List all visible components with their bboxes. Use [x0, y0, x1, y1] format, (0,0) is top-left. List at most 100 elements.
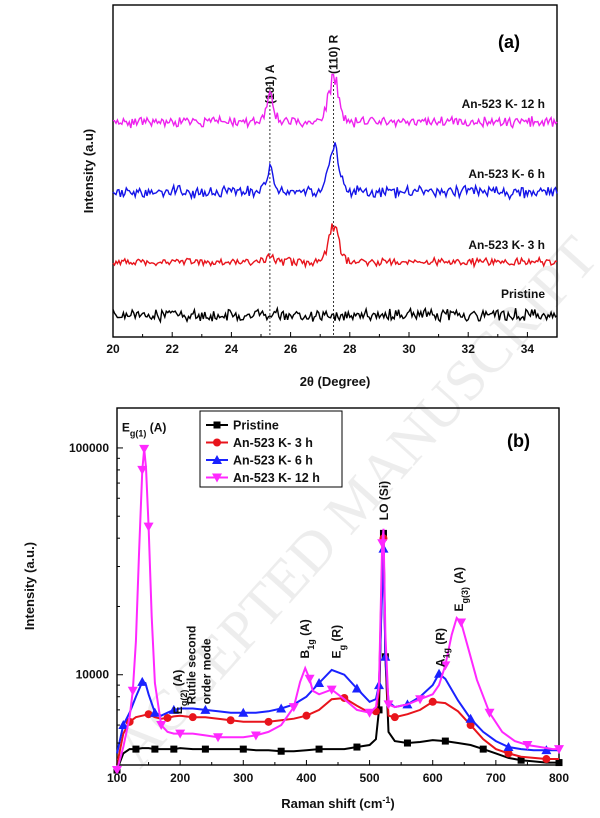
- raman-data-point: [503, 742, 514, 752]
- xrd-reference-label: (101) A: [263, 64, 277, 104]
- raman-data-point: [415, 695, 426, 705]
- raman-peak-label: order mode: [200, 638, 214, 704]
- xrd-series-group: [112, 73, 558, 325]
- raman-legend-label: Pristine: [233, 419, 279, 433]
- raman-data-point: [151, 745, 159, 753]
- raman-x-tick-label: 500: [360, 771, 380, 785]
- raman-x-tick-label: 200: [170, 771, 190, 785]
- xrd-x-tick-label: 24: [225, 342, 239, 356]
- raman-legend: Pristine An-523 K- 3 h An-523 K- 6 h An-523…: [199, 410, 343, 488]
- raman-series-line: [116, 533, 559, 771]
- raman-legend-marker: [212, 473, 222, 483]
- raman-legend-label: An-523 K- 12 h: [233, 471, 320, 485]
- raman-peak-label-tail: (A): [452, 567, 466, 587]
- raman-peak-label-sub: g(3): [460, 587, 470, 604]
- raman-peak-label-base: Rutile second: [185, 626, 199, 705]
- raman-x-tick-label: 300: [233, 771, 253, 785]
- xrd-x-axis-label: 2θ (Degree): [300, 374, 371, 389]
- raman-data-point: [440, 661, 451, 671]
- raman-data-point: [276, 703, 287, 713]
- raman-data-point: [479, 745, 487, 753]
- raman-peak-label: Eg (R): [330, 625, 348, 659]
- xrd-series-label: An-523 K- 3 h: [468, 238, 545, 252]
- raman-data-point: [428, 697, 437, 706]
- xrd-x-tick-label: 26: [284, 342, 298, 356]
- raman-axis-ticks: 100 200 300 400 500 600 700 800 10000 100000: [69, 441, 569, 785]
- xrd-x-tick-label: 30: [402, 342, 416, 356]
- raman-data-point: [200, 704, 211, 714]
- raman-data-point: [137, 465, 148, 475]
- raman-peak-label: Rutile second: [185, 626, 199, 705]
- raman-data-point: [156, 721, 167, 731]
- raman-legend-box: [199, 410, 343, 488]
- raman-data-point: [302, 711, 311, 720]
- xrd-y-axis-label: Intensity (a.u): [81, 129, 96, 214]
- raman-data-point: [250, 731, 261, 741]
- raman-series-group: [112, 444, 564, 776]
- raman-data-point: [522, 741, 533, 751]
- xrd-x-tick-label: 28: [343, 342, 357, 356]
- raman-peak-label: Eg(1) (A): [122, 421, 167, 439]
- raman-data-point: [118, 720, 129, 730]
- xrd-series-labels: Pristine An-523 K- 3 h An-523 K- 6 h An-523…: [462, 97, 546, 301]
- raman-x-tick-label: 400: [296, 771, 316, 785]
- xrd-x-tick-label: 34: [521, 342, 535, 356]
- raman-data-point: [112, 766, 122, 776]
- xrd-x-tick-label: 32: [462, 342, 476, 356]
- raman-data-point: [149, 707, 160, 717]
- xrd-x-tick-label: 20: [106, 342, 120, 356]
- xrd-x-axis-ticks: 20 22 24 26 28 30 32 34: [106, 332, 558, 356]
- raman-peak-label: LO (Si): [377, 481, 391, 520]
- raman-peak-label-tail: (A): [146, 421, 166, 435]
- raman-data-point: [238, 707, 249, 717]
- raman-data-point: [465, 713, 476, 723]
- raman-data-point: [163, 713, 172, 722]
- raman-data-point: [137, 676, 148, 686]
- raman-peak-label-tail: (R): [433, 628, 447, 648]
- xrd-plot-frame: [112, 4, 558, 338]
- raman-data-point: [554, 745, 564, 755]
- raman-panel-label: (b): [507, 431, 530, 451]
- raman-peak-label: Eg(2) (A): [171, 670, 189, 715]
- raman-peak-label-tail: (R): [330, 625, 344, 645]
- raman-data-point: [201, 745, 209, 753]
- raman-peak-label-sub: g(2): [179, 690, 189, 707]
- raman-data-point: [188, 713, 197, 722]
- raman-data-point: [170, 745, 178, 753]
- raman-peak-label-base: E: [330, 650, 344, 658]
- raman-peak-label-base: E: [452, 604, 466, 612]
- raman-data-point: [168, 704, 179, 714]
- raman-data-point: [314, 677, 325, 687]
- raman-data-point: [377, 539, 388, 549]
- raman-data-point: [383, 700, 394, 710]
- watermark-text: ACCEPTED MANUSCRIPT: [101, 224, 600, 779]
- raman-legend-marker: [213, 438, 221, 447]
- raman-peak-label: Eg(3) (A): [452, 567, 470, 612]
- xrd-series-line: [112, 223, 558, 270]
- raman-peak-label-tail: (A): [298, 619, 312, 639]
- raman-data-point: [139, 444, 150, 454]
- raman-peak-label: B1g (A): [298, 619, 316, 658]
- raman-data-point: [466, 721, 475, 730]
- raman-peak-label-base: order mode: [200, 638, 214, 704]
- raman-legend-label: An-523 K- 6 h: [233, 454, 313, 468]
- raman-peak-label-sub: 1g: [441, 648, 451, 659]
- raman-peak-label-base: E: [171, 706, 185, 714]
- raman-legend-label: An-523 K- 3 h: [233, 436, 313, 450]
- raman-data-point: [277, 747, 285, 755]
- raman-data-point: [504, 749, 513, 758]
- raman-panel: 100 200 300 400 500 600 700 800 10000 100000 Eg(1…: [22, 407, 569, 811]
- raman-y-tick-label: 10000: [76, 668, 110, 682]
- raman-x-tick-label: 800: [549, 771, 569, 785]
- xrd-panel-label: (a): [498, 32, 520, 52]
- raman-data-point: [542, 755, 551, 764]
- raman-data-point: [132, 745, 140, 753]
- raman-series: [116, 534, 559, 766]
- xrd-reference-lines: (101) A (110) R: [263, 34, 341, 335]
- raman-x-tick-label: 100: [107, 771, 127, 785]
- xrd-x-tick-label: 22: [166, 342, 180, 356]
- raman-data-point: [264, 717, 273, 726]
- raman-data-point: [364, 708, 375, 718]
- raman-data-point: [351, 683, 362, 693]
